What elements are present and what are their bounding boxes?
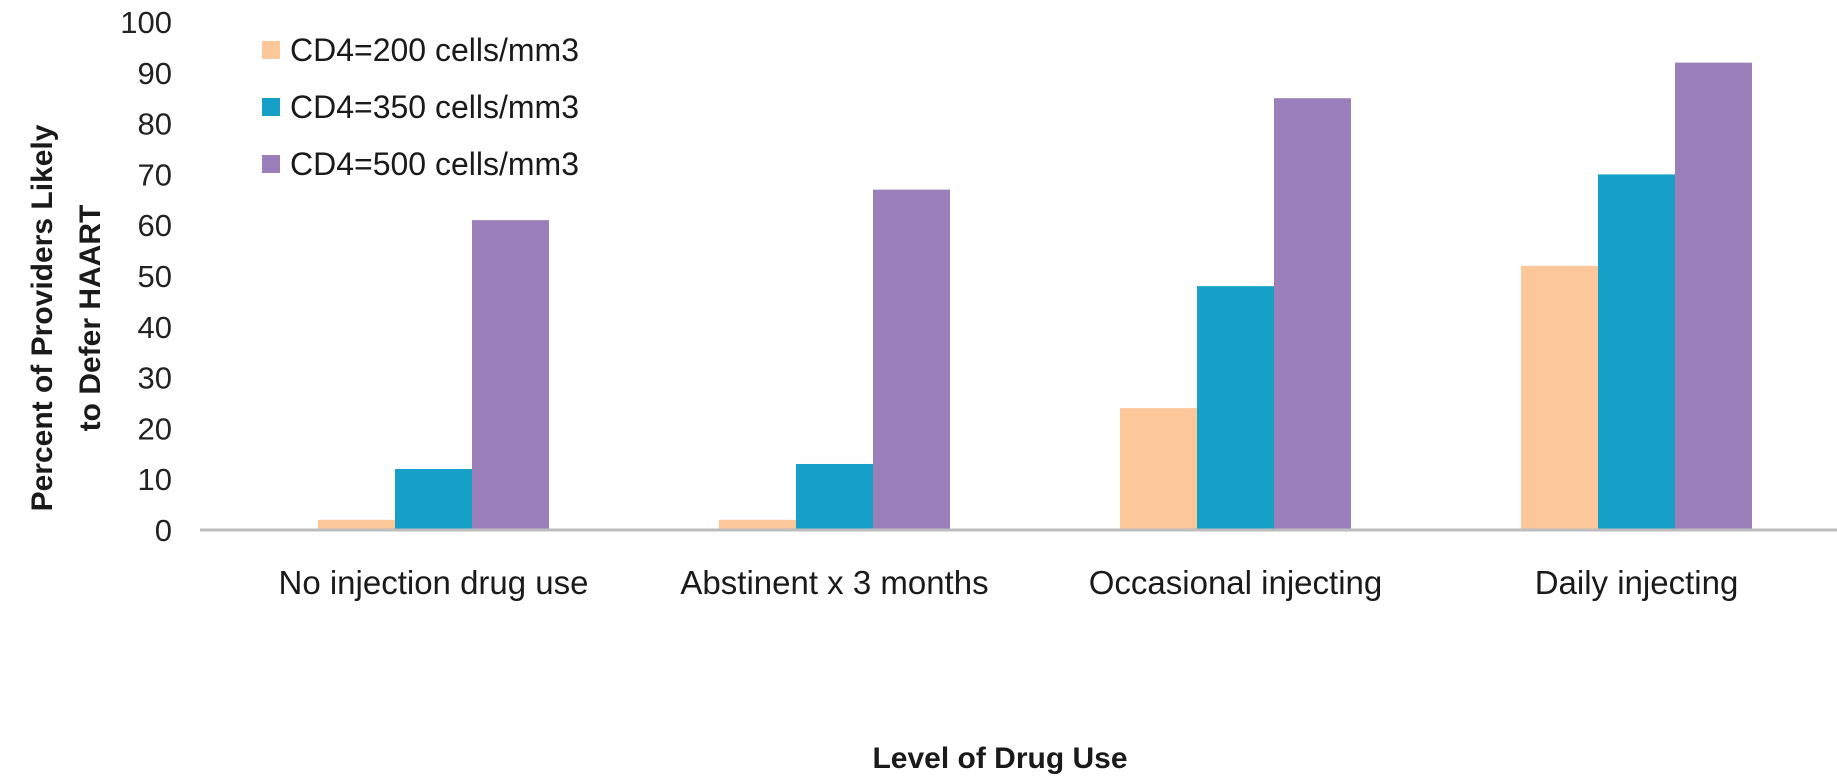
legend-swatch: [262, 41, 280, 59]
bar-series-1-no-injection-drug-use: [318, 519, 395, 530]
y-tick-label: 50: [138, 259, 172, 294]
legend-swatch: [262, 98, 280, 116]
y-tick-label: 10: [138, 462, 172, 497]
bar-series-3-no-injection-drug-use: [472, 220, 549, 530]
y-tick-label: 0: [155, 513, 172, 548]
bar-series-2-abstinent-x-3-months: [796, 463, 873, 530]
x-category-label: No injection drug use: [278, 564, 588, 601]
x-axis-categories: No injection drug use Abstinent x 3 month…: [278, 564, 1738, 601]
y-tick-label: 100: [120, 5, 172, 40]
y-tick-label: 90: [138, 56, 172, 91]
legend-swatch: [262, 155, 280, 173]
bar-series-2-daily-injecting: [1598, 174, 1675, 530]
y-axis-title: Percent of Providers Likely to Defer HAA…: [26, 124, 107, 511]
bar-series-1-daily-injecting: [1521, 265, 1598, 530]
x-category-label: Daily injecting: [1535, 564, 1739, 601]
legend: CD4=200 cells/mm3 CD4=350 cells/mm3 CD4=50…: [262, 32, 579, 182]
y-axis-title-line-1: Percent of Providers Likely: [26, 124, 59, 511]
bar-series-2-occasional-injecting: [1197, 286, 1274, 530]
x-category-label: Occasional injecting: [1089, 564, 1383, 601]
bar-series-3-occasional-injecting: [1274, 98, 1351, 530]
bars: [318, 62, 1752, 530]
y-tick-label: 40: [138, 310, 172, 345]
bar-series-1-occasional-injecting: [1120, 408, 1197, 530]
legend-label: CD4=500 cells/mm3: [290, 146, 579, 182]
y-tick-label: 30: [138, 361, 172, 396]
y-tick-label: 70: [138, 157, 172, 192]
bar-series-3-daily-injecting: [1675, 62, 1752, 530]
y-tick-label: 20: [138, 411, 172, 446]
bar-series-3-abstinent-x-3-months: [873, 189, 950, 530]
y-axis-ticks: 0 10 20 30 40 50 60 70 80 90 100: [120, 5, 172, 548]
legend-label: CD4=200 cells/mm3: [290, 32, 579, 68]
x-category-label: Abstinent x 3 months: [680, 564, 988, 601]
legend-label: CD4=350 cells/mm3: [290, 89, 579, 125]
bar-series-2-no-injection-drug-use: [395, 469, 472, 530]
y-axis-title-line-2: to Defer HAART: [74, 205, 107, 432]
y-tick-label: 80: [138, 107, 172, 142]
y-tick-label: 60: [138, 208, 172, 243]
x-axis-title: Level of Drug Use: [872, 742, 1127, 775]
bar-series-1-abstinent-x-3-months: [719, 519, 796, 530]
